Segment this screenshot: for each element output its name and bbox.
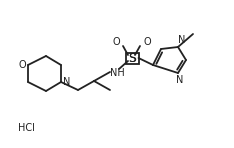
Text: O: O <box>112 37 120 47</box>
Text: O: O <box>18 60 26 70</box>
Text: HCl: HCl <box>18 123 35 133</box>
FancyBboxPatch shape <box>125 53 139 63</box>
Text: N: N <box>63 77 71 87</box>
Text: O: O <box>143 37 151 47</box>
Text: N: N <box>178 35 186 45</box>
Text: N: N <box>176 75 184 85</box>
Text: NH: NH <box>110 68 124 78</box>
Text: S: S <box>128 52 136 65</box>
Text: S: S <box>128 52 136 65</box>
